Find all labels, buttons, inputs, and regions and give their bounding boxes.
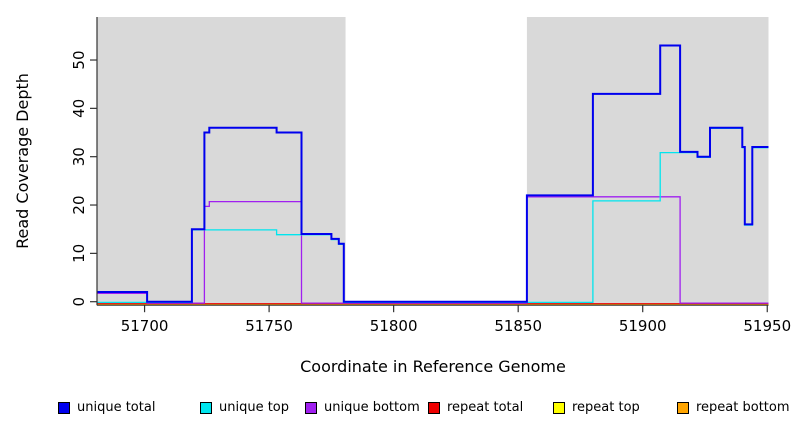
left-gray-region — [97, 17, 346, 304]
legend-label: unique total — [77, 400, 156, 415]
legend-item-unique-bottom: unique bottom — [305, 400, 420, 416]
legend-item-repeat-total: repeat total — [428, 400, 523, 416]
x-tick-label: 51800 — [370, 317, 418, 335]
axes-layer: 0 10 20 30 40 50 51700 51750 51800 51850 51900 5195… — [70, 17, 791, 335]
y-tick-label: 30 — [70, 147, 88, 166]
x-axis-title: Coordinate in Reference Genome — [300, 357, 566, 376]
legend-label: repeat top — [572, 400, 640, 415]
series-line-unique-total — [97, 44, 769, 303]
x-tick-label: 51900 — [619, 317, 667, 335]
legend-label: unique top — [219, 400, 290, 415]
x-tick-label: 51850 — [494, 317, 542, 335]
y-tick-label: 10 — [70, 244, 88, 263]
legend-swatch-repeat-total — [428, 402, 440, 414]
legend-label: repeat bottom — [696, 400, 790, 415]
y-tick-label: 20 — [70, 195, 88, 214]
legend-label: repeat total — [447, 400, 524, 415]
y-tick-label: 50 — [70, 50, 88, 69]
x-tick-label: 51750 — [245, 317, 293, 335]
legend-item-repeat-bottom: repeat bottom — [677, 400, 790, 416]
legend-swatch-unique-bottom — [305, 402, 317, 414]
x-tick-label: 51950 — [743, 317, 791, 335]
legend-item-unique-top: unique top — [200, 400, 289, 416]
legend-swatch-unique-top — [200, 402, 212, 414]
x-tick-label: 51700 — [121, 317, 169, 335]
y-tick-label: 0 — [70, 297, 88, 307]
y-tick-label: 40 — [70, 99, 88, 118]
legend-swatch-repeat-top — [553, 402, 565, 414]
y-axis-title: Read Coverage Depth — [13, 73, 32, 249]
legend-swatch-unique-total — [58, 402, 70, 414]
legend-label: unique bottom — [324, 400, 420, 415]
shaded-regions-layer — [97, 17, 769, 304]
series-line-unique-bottom — [97, 196, 769, 304]
legend-swatch-repeat-bottom — [677, 402, 689, 414]
legend-item-unique-total: unique total — [58, 400, 155, 416]
right-gray-region — [526, 17, 769, 304]
legend-item-repeat-top: repeat top — [553, 400, 640, 416]
